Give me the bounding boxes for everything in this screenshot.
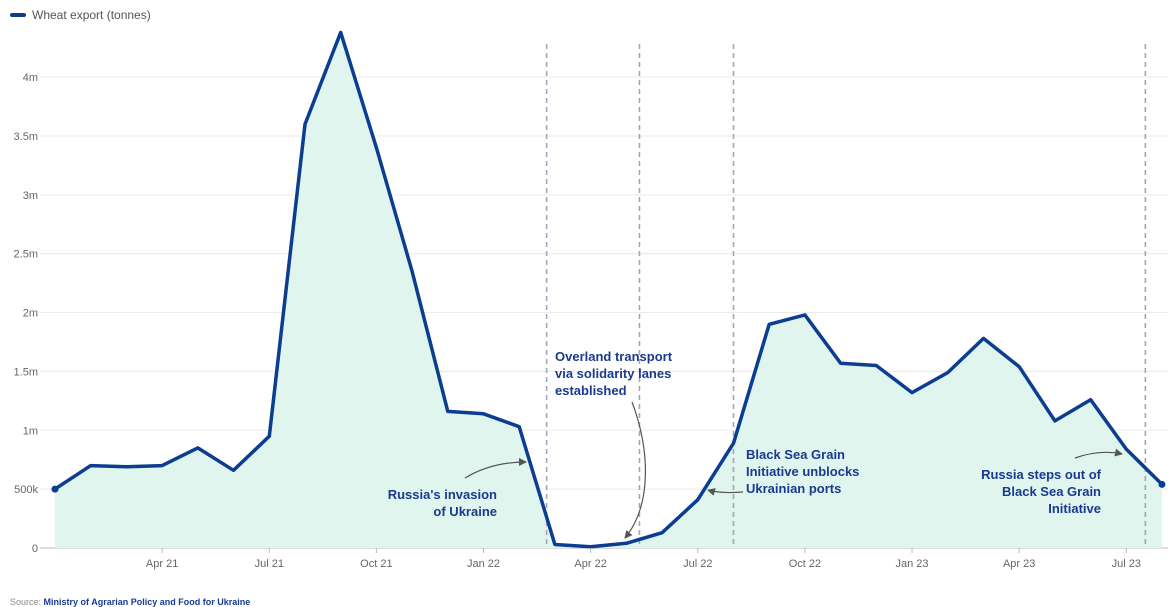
annotation-line: Black Sea Grain [746,447,845,462]
y-tick-label: 0 [32,543,38,555]
annotation-line: Black Sea Grain [1002,484,1101,499]
source-note: Source: Ministry of Agrarian Policy and … [10,597,250,607]
y-tick-label: 2m [23,308,38,320]
annotation-line: Russia's invasion [388,487,497,502]
annotations: Russia's invasion of Ukraine Overland tran… [388,349,1123,539]
legend-swatch [10,13,26,17]
x-tick-label: Oct 22 [789,558,821,570]
annotation-line: Initiative [1048,501,1101,516]
annotation-line: of Ukraine [433,504,497,519]
y-tick-label: 4m [23,72,38,84]
annotation-arrow [624,401,647,539]
legend: Wheat export (tonnes) [10,8,151,22]
event-annotation: Overland transport via solidarity lanes es… [555,349,673,398]
annotation-arrow [1074,448,1123,459]
y-tick-label: 1.5m [14,366,38,378]
x-tick-label: Jul 23 [1112,558,1141,570]
event-annotation: Russia's invasion of Ukraine [388,487,497,519]
event-lines [545,44,1147,548]
x-tick-label: Apr 22 [574,558,606,570]
y-tick-label: 3m [23,190,38,202]
annotation-line: Russia steps out of [981,467,1102,482]
area-fill [55,32,1162,548]
annotation-line: Ukrainian ports [746,481,841,496]
source-prefix: Source: [10,597,42,607]
x-tick-label: Jan 23 [896,558,929,570]
series-line [51,30,1166,549]
annotation-line: Overland transport [555,349,673,364]
annotation-line: Initiative unblocks [746,464,859,479]
area-fill-path [55,32,1162,548]
x-tick-label: Jul 21 [255,558,284,570]
y-tick-label: 1m [23,425,38,437]
x-tick-label: Apr 21 [146,558,178,570]
series-endpoint [51,485,59,493]
y-tick-label: 500k [14,484,38,496]
annotation-line: via solidarity lanes [555,366,671,381]
y-tick-label: 2.5m [14,249,38,261]
x-tick-label: Oct 21 [360,558,392,570]
event-annotation: Russia steps out of Black Sea Grain Initia… [981,467,1102,516]
y-axis-ticks: 0 500k 1m 1.5m 2m 2.5m 3m 3.5m 4m [14,72,39,555]
annotation-line: established [555,383,627,398]
x-tick-label: Jul 22 [683,558,712,570]
x-axis-ticks: Apr 21 Jul 21 Oct 21 Jan 22 Apr 22 Jul 22 Oct … [146,548,1141,570]
event-annotation: Black Sea Grain Initiative unblocks Ukrain… [746,447,859,496]
series-line-path [54,30,1164,549]
series-endpoint [1158,480,1166,488]
legend-label: Wheat export (tonnes) [32,8,151,22]
y-tick-label: 3.5m [14,131,38,143]
annotation-arrow [464,458,527,479]
annotation-arrow [707,488,744,496]
x-tick-label: Apr 23 [1003,558,1035,570]
source-name: Ministry of Agrarian Policy and Food for… [43,597,251,607]
x-tick-label: Jan 22 [467,558,500,570]
